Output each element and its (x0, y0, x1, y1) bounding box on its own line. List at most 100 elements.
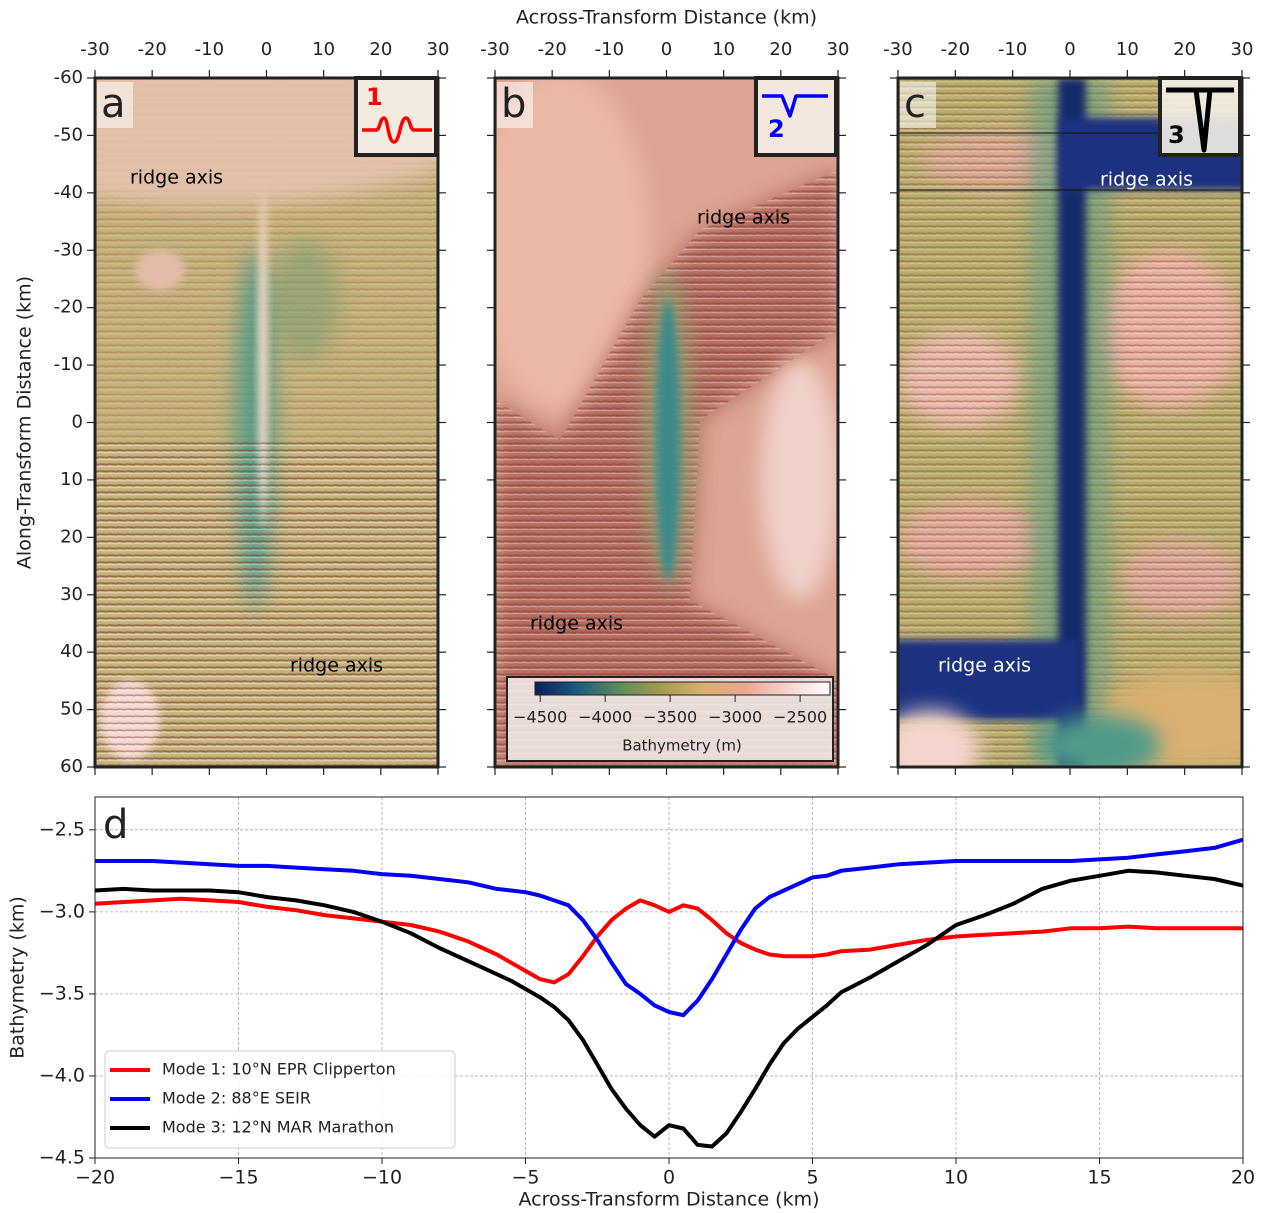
x-tick-label: 0 (663, 1167, 675, 1189)
relief-shape (270, 240, 340, 360)
panel-label-bg (900, 82, 936, 128)
y-tick-label: 20 (60, 526, 83, 547)
x-tick-label: -30 (480, 39, 509, 60)
x-tick-label: -20 (137, 39, 166, 60)
relief-shape (760, 360, 838, 600)
relief-shape (95, 440, 438, 767)
mode-icon (1193, 89, 1213, 153)
relief-shape (898, 710, 980, 767)
y-tick-label: 40 (60, 641, 83, 662)
x-tick-label: 30 (827, 39, 850, 60)
annotation: ridge axis (290, 655, 383, 677)
x-tick-label: 15 (1087, 1167, 1111, 1189)
x-tick-label: -20 (941, 39, 970, 60)
x-tick-label: 20 (369, 39, 392, 60)
colorbar-tick-label: −3500 (643, 708, 697, 727)
y-tick-label: 0 (72, 412, 83, 433)
y-tick-label: −2.5 (39, 818, 85, 840)
mode-number: 3 (1168, 121, 1185, 149)
annotation: ridge axis (130, 167, 223, 189)
x-tick-label: 10 (712, 39, 735, 60)
relief-shape (656, 300, 680, 580)
relief-shape (95, 78, 438, 205)
x-tick-label: 10 (312, 39, 335, 60)
colorbar-tick-label: −3000 (708, 708, 762, 727)
x-axis-label: Across-Transform Distance (km) (516, 7, 817, 29)
y-tick-label: -50 (54, 124, 83, 145)
x-tick-label: 30 (427, 39, 450, 60)
x-tick-label: 10 (1116, 39, 1139, 60)
y-axis-label: Bathymetry (km) (7, 896, 29, 1059)
x-tick-label: −15 (218, 1167, 258, 1189)
y-tick-label: -60 (54, 67, 83, 88)
relief-shape (1040, 715, 1160, 767)
mode-number: 2 (768, 115, 785, 143)
series-line (95, 837, 1244, 1018)
annotation: ridge axis (697, 207, 790, 229)
y-tick-label: −3.0 (39, 900, 85, 922)
y-tick-label: -10 (54, 354, 83, 375)
panel-label: b (501, 81, 526, 127)
series-line (94, 896, 1243, 985)
x-tick-label: 5 (806, 1167, 818, 1189)
x-axis-label: Across-Transform Distance (km) (518, 1189, 819, 1211)
mode-icon (362, 116, 432, 144)
annotation: ridge axis (1100, 169, 1193, 191)
y-tick-label: -30 (54, 239, 83, 260)
x-tick-label: -10 (595, 39, 624, 60)
x-tick-label: 0 (661, 39, 672, 60)
relief-shape (495, 78, 650, 410)
panel-label: c (904, 81, 926, 127)
map-relief (898, 78, 1242, 767)
y-tick-label: 30 (60, 584, 83, 605)
x-tick-label: -30 (80, 39, 109, 60)
legend-label: Mode 1: 10°N EPR Clipperton (162, 1060, 396, 1079)
y-tick-label: −4.5 (39, 1147, 85, 1169)
y-tick-label: -20 (54, 297, 83, 318)
legend-label: Mode 2: 88°E SEIR (162, 1089, 311, 1108)
x-tick-label: 10 (944, 1167, 968, 1189)
annotation: ridge axis (530, 613, 623, 635)
x-tick-label: 0 (261, 39, 272, 60)
colorbar-tick-label: −4000 (578, 708, 632, 727)
x-tick-label: 30 (1231, 39, 1254, 60)
colorbar-label: Bathymetry (m) (622, 737, 742, 755)
x-tick-label: 0 (1064, 39, 1075, 60)
mode-icon (762, 94, 828, 118)
y-tick-label: 60 (60, 756, 83, 777)
panel-label: d (103, 802, 128, 848)
x-tick-label: -20 (537, 39, 566, 60)
colorbar (534, 681, 831, 696)
panel-label: a (101, 81, 126, 127)
colorbar-tick-label: −4500 (513, 708, 567, 727)
colorbar-tick-label: −2500 (773, 708, 827, 727)
plot-frame (94, 796, 1244, 1159)
panel-label-bg (97, 82, 133, 128)
mode-inset (754, 76, 838, 157)
annotation: ridge axis (938, 655, 1031, 677)
y-tick-label: 50 (60, 699, 83, 720)
x-tick-label: −10 (362, 1167, 402, 1189)
x-tick-label: -30 (883, 39, 912, 60)
legend-box (104, 1050, 456, 1149)
relief-shape (135, 250, 185, 290)
series-line (94, 868, 1244, 1149)
y-axis-label: Along-Transform Distance (km) (14, 276, 36, 569)
x-tick-label: -10 (998, 39, 1027, 60)
x-tick-label: -10 (195, 39, 224, 60)
panel-label-bg (497, 82, 533, 128)
relief-shape (898, 640, 1080, 720)
x-tick-label: −5 (511, 1167, 539, 1189)
mode-number: 1 (366, 83, 383, 111)
y-tick-label: -40 (54, 182, 83, 203)
x-tick-label: 20 (769, 39, 792, 60)
x-tick-label: 20 (1173, 39, 1196, 60)
y-tick-label: −4.0 (39, 1064, 85, 1086)
map-relief (495, 78, 838, 767)
y-tick-label: 10 (60, 469, 83, 490)
x-tick-label: 20 (1231, 1167, 1255, 1189)
legend-label: Mode 3: 12°N MAR Marathon (162, 1118, 394, 1137)
y-tick-label: −3.5 (39, 982, 85, 1004)
